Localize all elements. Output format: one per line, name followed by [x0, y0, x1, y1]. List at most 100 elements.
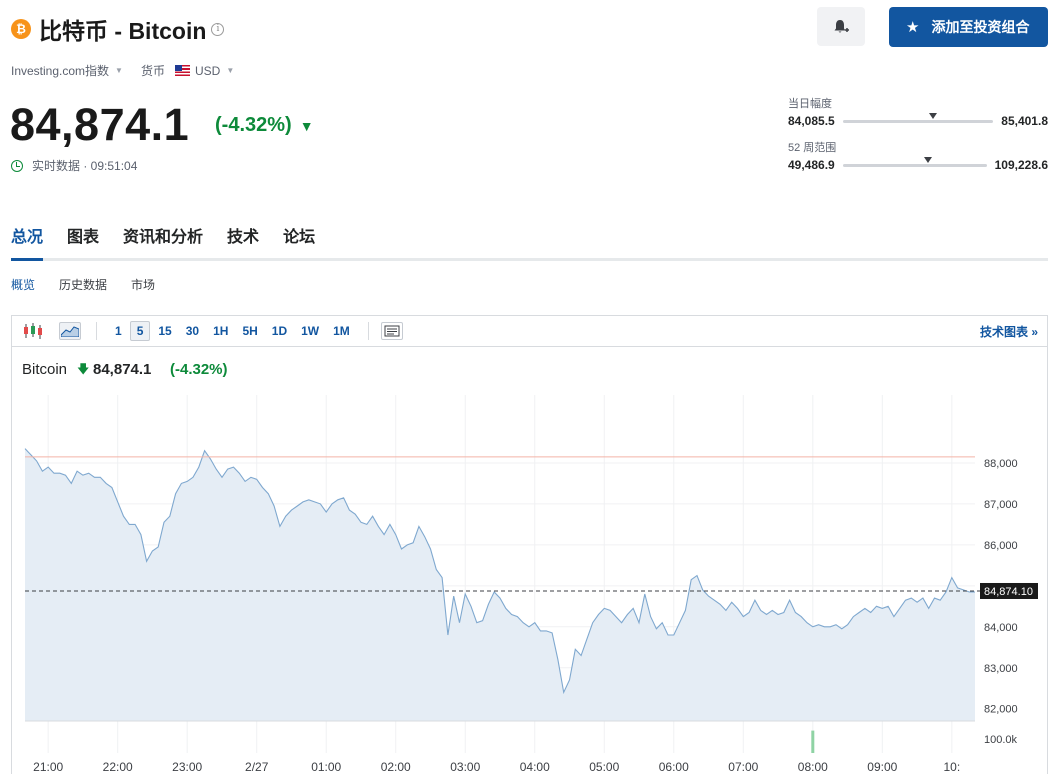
add-to-portfolio-label: 添加至投资组合 — [931, 19, 1030, 35]
chart-panel: 1 5 15 30 1H 5H 1D 1W 1M 技术图表 » Bitcoin … — [11, 315, 1048, 774]
tab-news-analysis[interactable]: 资讯和分析 — [123, 229, 204, 246]
news-overlay-icon[interactable] — [380, 322, 403, 340]
subtab-historical-data[interactable]: 历史数据 — [59, 278, 108, 292]
y-tick-label: 87,000 — [984, 499, 1018, 511]
price-chart[interactable]: Bitcoin 🡇 84,874.1 (-4.32%) 88,000 87,000… — [12, 347, 1047, 774]
sub-tabs: 概览 历史数据 市场 — [11, 276, 179, 293]
x-tick-label: 23:00 — [172, 760, 202, 774]
x-tick-label: 22:00 — [103, 760, 133, 774]
clock-icon — [11, 159, 23, 172]
star-icon: ★ — [906, 19, 920, 36]
instrument-header: ₿ 比特币 - Bitcoin i — [11, 12, 225, 46]
y-tick-label: 82,000 — [984, 704, 1018, 716]
volume-tick-label: 100.0k — [984, 734, 1018, 746]
interval-1h[interactable]: 1H — [213, 324, 229, 338]
interval-1[interactable]: 1 — [115, 324, 122, 338]
subtab-markets[interactable]: 市场 — [131, 278, 156, 292]
add-to-portfolio-button[interactable]: ★ 添加至投资组合 — [889, 7, 1048, 47]
tab-overview[interactable]: 总况 — [11, 229, 44, 246]
realtime-status: 实时数据 · 09:51:04 — [11, 157, 137, 174]
legend-change: (-4.32%) — [170, 361, 228, 378]
tab-technical[interactable]: 技术 — [227, 229, 260, 246]
x-tick-label: 21:00 — [33, 760, 63, 774]
week52-range-low: 49,486.9 — [788, 158, 835, 172]
y-tick-label: 83,000 — [984, 663, 1018, 675]
interval-5[interactable]: 5 — [129, 321, 151, 341]
chart-overlays — [25, 456, 982, 753]
week52-range-bar — [842, 156, 987, 167]
interval-1d[interactable]: 1D — [271, 324, 288, 338]
currency-label: 货币 — [140, 64, 165, 78]
tabs-divider — [11, 258, 1048, 261]
interval-1m[interactable]: 1M — [333, 324, 350, 338]
y-tick-label: 88,000 — [984, 458, 1018, 470]
x-tick-label: 06:00 — [659, 760, 689, 774]
x-tick-label: 01:00 — [311, 760, 341, 774]
week52-range-label: 52 周范围 — [788, 142, 837, 154]
tab-chart[interactable]: 图表 — [67, 229, 100, 246]
current-price-badge — [980, 582, 1038, 599]
week52-range-high: 109,228.6 — [994, 158, 1048, 172]
y-tick-label: 84,000 — [984, 622, 1018, 634]
day-range-low: 84,085.5 — [788, 114, 835, 128]
page-title: 比特币 - Bitcoin — [39, 18, 207, 44]
price-line — [24, 448, 975, 695]
interval-30[interactable]: 30 — [185, 324, 200, 338]
x-tick-label: 10: — [943, 760, 960, 774]
day-range: 当日幅度 84,085.5 85,401.8 — [788, 95, 1048, 128]
arrow-down-icon: 🡇 — [77, 362, 89, 376]
toolbar-separator — [367, 322, 369, 340]
instrument-meta: Investing.com指数 ▼ 货币 USD ▼ — [11, 62, 234, 79]
interval-selector: 1 5 15 30 1H 5H 1D 1W 1M — [109, 321, 358, 341]
interval-1w[interactable]: 1W — [301, 324, 320, 338]
legend-series-name: Bitcoin — [22, 361, 67, 378]
subtab-overview[interactable]: 概览 — [11, 278, 36, 292]
technical-chart-link[interactable]: 技术图表 » — [979, 324, 1038, 339]
last-price: 84,874.1 — [10, 99, 190, 150]
price-change: (-4.32%) ▼ — [215, 114, 314, 137]
main-tabs: 总况 图表 资讯和分析 技术 论坛 — [11, 223, 339, 260]
price-area — [25, 448, 975, 721]
week52-range: 52 周范围 49,486.9 109,228.6 — [788, 139, 1048, 172]
current-price-label: 84,874.10 — [984, 586, 1033, 598]
x-tick-label: 05:00 — [589, 760, 619, 774]
x-tick-label: 04:00 — [520, 760, 550, 774]
day-range-high: 85,401.8 — [1001, 114, 1048, 128]
legend-price: 84,874.1 — [93, 361, 151, 378]
x-tick-label: 07:00 — [728, 760, 758, 774]
candlestick-chart-icon[interactable] — [22, 322, 44, 340]
chart-toolbar: 1 5 15 30 1H 5H 1D 1W 1M 技术图表 » — [12, 316, 1047, 347]
y-tick-label: 86,000 — [984, 540, 1018, 552]
toolbar-separator — [96, 322, 97, 340]
y-axis: 88,000 87,000 86,000 84,000 83,000 82,000 100.… — [980, 458, 1038, 746]
area-chart-icon[interactable] — [59, 322, 81, 340]
x-tick-label: 02:00 — [381, 760, 411, 774]
day-range-bar — [842, 112, 994, 123]
create-alert-button[interactable] — [817, 7, 865, 46]
us-flag-icon — [174, 65, 190, 76]
day-range-marker — [929, 112, 938, 119]
interval-15[interactable]: 15 — [158, 324, 172, 338]
chevron-down-icon: ▼ — [226, 66, 235, 75]
tab-forum[interactable]: 论坛 — [283, 229, 316, 246]
index-source-dropdown[interactable]: Investing.com指数 — [11, 64, 110, 78]
currency-dropdown[interactable]: USD — [194, 63, 221, 78]
volume-bar — [811, 730, 815, 753]
realtime-label: 实时数据 · 09:51:04 — [32, 159, 138, 173]
triangle-down-icon: ▼ — [299, 117, 314, 134]
x-tick-label: 09:00 — [867, 760, 897, 774]
x-tick-label: 08:00 — [798, 760, 828, 774]
bitcoin-icon: ₿ — [11, 19, 31, 39]
price-change-percent: (-4.32%) — [215, 114, 292, 136]
x-tick-label: 03:00 — [450, 760, 480, 774]
week52-range-marker — [923, 156, 932, 163]
interval-5h[interactable]: 5H — [242, 324, 258, 338]
chevron-down-icon: ▼ — [115, 66, 123, 75]
active-tab-indicator — [11, 258, 43, 261]
info-icon[interactable]: i — [211, 22, 225, 36]
bell-plus-icon — [834, 19, 849, 32]
x-tick-label: 2/27 — [245, 760, 269, 774]
price-series — [24, 448, 975, 721]
x-axis: 21:00 22:00 23:00 2/27 01:00 02:00 03:00 04:00 0… — [33, 760, 960, 774]
day-range-label: 当日幅度 — [788, 98, 832, 110]
